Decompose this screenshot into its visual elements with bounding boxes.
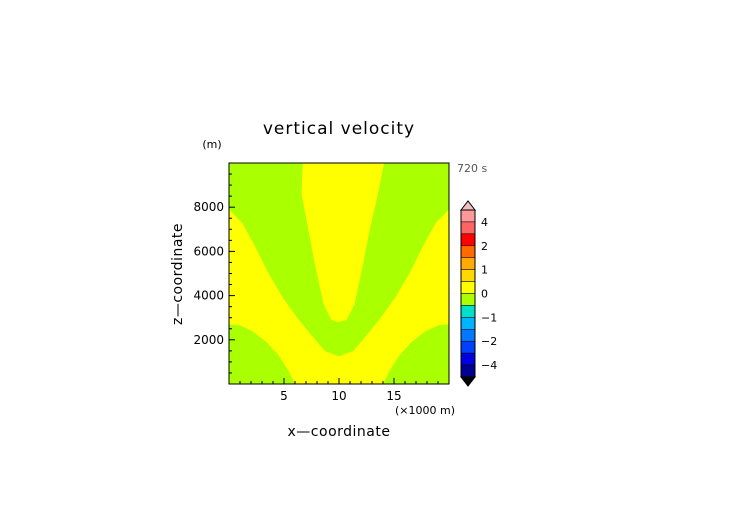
plot-area xyxy=(228,162,450,385)
x-tick-label: 15 xyxy=(386,389,401,403)
colorbar-tick-label: −2 xyxy=(481,335,497,348)
colorbar-tick-label: 4 xyxy=(481,216,488,229)
colorbar-tick-label: 2 xyxy=(481,240,488,253)
y-tick-label: 6000 xyxy=(193,244,224,258)
colorbar-band xyxy=(460,221,476,235)
colorbar-band xyxy=(460,364,476,378)
colorbar-tick-label: −4 xyxy=(481,359,497,372)
colorbar-band xyxy=(460,257,476,270)
colorbar-band xyxy=(460,281,476,294)
field-region-positive-2 xyxy=(229,209,449,384)
x-axis-label: x—coordinate xyxy=(288,424,391,440)
field-region-positive-1 xyxy=(301,163,385,323)
colorbar-band xyxy=(460,269,476,282)
y-axis-label: z—coordinate xyxy=(170,223,186,325)
x-axis-ticks: 5 10 15 xyxy=(239,378,439,403)
colorbar-band xyxy=(460,209,476,223)
x-axis-unit: (×1000 m) xyxy=(395,404,455,417)
y-tick-label: 8000 xyxy=(193,200,224,214)
x-tick-label: 5 xyxy=(280,389,288,403)
y-tick-label: 2000 xyxy=(193,333,224,347)
y-axis-ticks: 2000 4000 6000 8000 xyxy=(193,173,235,374)
colorbar-lower-arrow xyxy=(459,376,477,387)
colorbar-band xyxy=(460,329,476,342)
colorbar-frame xyxy=(460,209,476,378)
colorbar-upper-arrow xyxy=(459,200,477,211)
colorbar-band xyxy=(460,352,476,366)
colorbar-tick-label: −1 xyxy=(481,311,497,324)
colorbar-band xyxy=(460,233,476,247)
colorbar-tick-label: 0 xyxy=(481,288,488,301)
colorbar-band xyxy=(460,305,476,318)
chart-title: vertical velocity xyxy=(263,119,415,139)
colorbar-band xyxy=(460,340,476,354)
colorbar-tick-label: 1 xyxy=(481,264,488,277)
y-tick-label: 4000 xyxy=(193,289,224,303)
time-label: 720 s xyxy=(457,162,487,175)
colorbar-band xyxy=(460,317,476,330)
y-axis-unit: (m) xyxy=(202,138,221,151)
colorbar: 4 2 1 0 −1 −2 −4 xyxy=(459,200,497,387)
colorbar-band xyxy=(460,293,476,306)
x-tick-label: 10 xyxy=(331,389,346,403)
colorbar-band xyxy=(460,245,476,258)
